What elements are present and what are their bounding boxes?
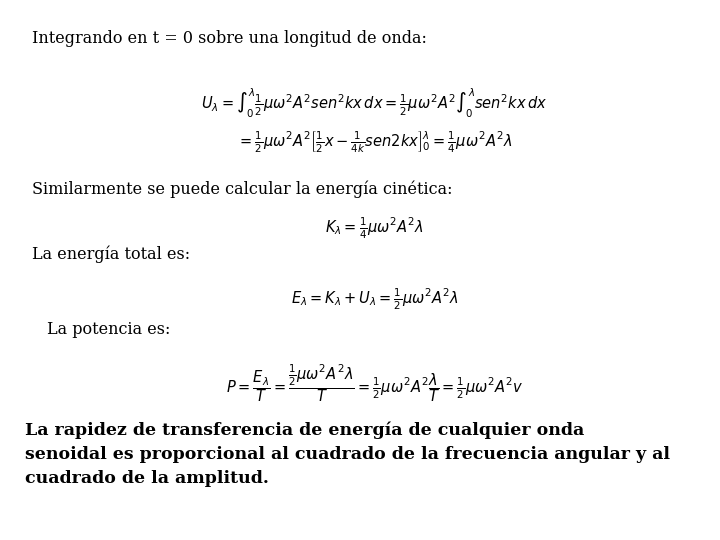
Text: La potencia es:: La potencia es:: [47, 321, 170, 338]
Text: $E_{\lambda} = K_{\lambda} + U_{\lambda} = \frac{1}{2} \mu\omega^2 A^2 \lambda$: $E_{\lambda} = K_{\lambda} + U_{\lambda}…: [290, 286, 459, 312]
Text: $P = \dfrac{E_{\lambda}}{T} = \dfrac{\frac{1}{2}\mu\omega^2 A^2 \lambda}{T} = \f: $P = \dfrac{E_{\lambda}}{T} = \dfrac{\fr…: [225, 362, 523, 404]
Text: $= \frac{1}{2} \mu\omega^2 A^2 \left[\frac{1}{2} x - \frac{1}{4k} sen2kx\right]_: $= \frac{1}{2} \mu\omega^2 A^2 \left[\fr…: [237, 130, 512, 155]
Text: La energía total es:: La energía total es:: [32, 246, 191, 263]
Text: La rapidez de transferencia de energía de cualquier onda
senoidal es proporciona: La rapidez de transferencia de energía d…: [25, 421, 670, 487]
Text: $K_{\lambda} = \frac{1}{4} \mu\omega^2 A^2 \lambda$: $K_{\lambda} = \frac{1}{4} \mu\omega^2 A…: [325, 216, 424, 241]
Text: Integrando en t = 0 sobre una longitud de onda:: Integrando en t = 0 sobre una longitud d…: [32, 30, 427, 46]
Text: $U_{\lambda} = \int_0^{\lambda} \frac{1}{2} \mu\omega^2 A^2 sen^2kx\, dx = \frac: $U_{\lambda} = \int_0^{\lambda} \frac{1}…: [202, 86, 547, 120]
Text: Similarmente se puede calcular la energía cinética:: Similarmente se puede calcular la energí…: [32, 181, 453, 198]
